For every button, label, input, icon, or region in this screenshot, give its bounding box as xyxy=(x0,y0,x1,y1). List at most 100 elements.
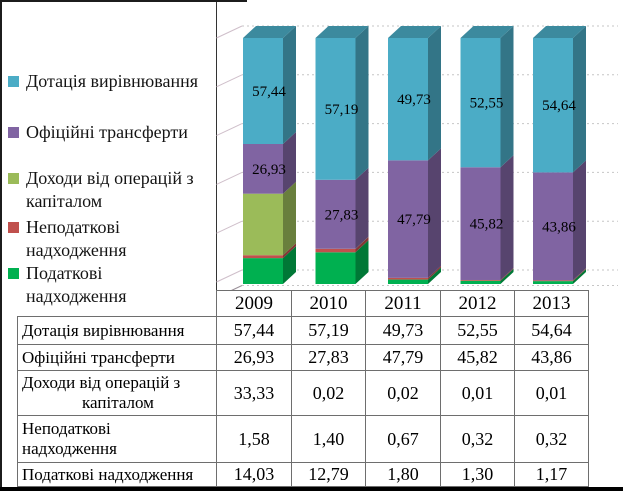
bar-segment-side xyxy=(500,268,514,281)
table-cell: 52,55 xyxy=(440,316,515,345)
legend-item-label: Податкові надходження xyxy=(26,263,127,306)
table-year-header: 2011 xyxy=(365,290,441,317)
bar-segment-side xyxy=(573,160,586,281)
table-row: Неподаткові надходження 1,58 1,40 0,67 0,32 0,… xyxy=(17,415,589,463)
table-row: Податкові надходження 14,03 12,79 1,80 1,30 1… xyxy=(17,462,589,487)
bar-value-label: 57,19 xyxy=(325,102,359,118)
bar-segment-side xyxy=(428,148,441,278)
bar-segment-side xyxy=(355,236,369,253)
bar-segment-side xyxy=(500,268,514,284)
table-row: Офіційні трансферти 26,93 27,83 47,79 45,82 4… xyxy=(17,344,589,371)
bar-segment-side xyxy=(355,236,369,249)
table-cell: 57,19 xyxy=(291,316,366,345)
table-row-label-line: Податкові надходження xyxy=(22,464,194,484)
bar-segment-side xyxy=(428,265,441,278)
side-wall-gridline xyxy=(216,123,243,137)
chart-legend: Дотація вирівнювання Офіційні трансферти Д… xyxy=(8,70,214,308)
legend-item: Доходи від операцій з капіталом xyxy=(8,167,214,213)
table-row-label: Офіційні трансферти xyxy=(17,344,217,371)
bar-top-face xyxy=(388,26,441,38)
table-year-header: 2010 xyxy=(291,290,366,317)
bar-segment xyxy=(533,280,573,282)
table-cell: 57,44 xyxy=(216,316,292,345)
bar-value-label: 26,93 xyxy=(252,162,286,178)
table-cell: 0,01 xyxy=(514,370,589,416)
side-wall-gridline xyxy=(216,220,243,234)
bar-segment xyxy=(315,179,356,249)
bar-segment-side xyxy=(283,131,296,194)
bar-segment-side xyxy=(283,181,296,256)
bar-segment-side xyxy=(573,26,586,173)
table-cell: 43,86 xyxy=(514,344,589,371)
table-cell: 12,79 xyxy=(291,462,366,487)
bar-segment-side xyxy=(355,167,369,249)
bar-segment-side xyxy=(428,265,441,280)
bar-top-face xyxy=(533,26,586,38)
table-row-label-line: надходження xyxy=(22,439,117,458)
legend-swatch-icon xyxy=(8,76,19,87)
side-wall-gridline xyxy=(216,74,243,88)
table-cell: 1,80 xyxy=(365,462,441,487)
bar-segment xyxy=(460,280,501,284)
legend-swatch-icon xyxy=(8,127,19,138)
bar-segment xyxy=(460,38,501,168)
bar-segment-side xyxy=(500,267,514,281)
plot-area: 26,93 57,44 27,83 57,19 47,79 49,73 45,82 52,55… xyxy=(216,2,618,298)
table-header-row: 2009 2010 2011 2012 2013 xyxy=(18,290,589,317)
bar-value-label: 27,83 xyxy=(325,207,359,223)
table-row-label-line: Офіційні трансферти xyxy=(22,347,175,367)
bar-segment xyxy=(533,38,573,173)
table-cell: 45,82 xyxy=(440,344,515,371)
table-row-label-line: капіталом xyxy=(82,393,154,412)
frame-left-border xyxy=(0,0,2,488)
bar-segment xyxy=(388,279,428,284)
table-cell: 27,83 xyxy=(291,344,366,371)
bar-segment xyxy=(315,248,356,253)
legend-item: Офіційні трансферти xyxy=(8,121,214,144)
table-row-label-line: Доходи від операцій з xyxy=(22,373,181,392)
legend-swatch-icon xyxy=(8,222,19,233)
bar-segment-side xyxy=(573,269,586,284)
table-cell: 54,64 xyxy=(514,316,589,345)
bar-value-label: 57,44 xyxy=(252,84,286,100)
table-cell: 0,32 xyxy=(514,415,589,463)
table-row-label: Доходи від операцій з капіталом xyxy=(17,370,217,416)
bar-segment xyxy=(460,280,501,281)
table-row-label: Податкові надходження xyxy=(17,462,217,487)
bar-value-label: 54,64 xyxy=(542,98,576,114)
bar-segment xyxy=(243,258,283,284)
bar-value-label: 52,55 xyxy=(470,96,504,112)
bar-segment xyxy=(243,143,283,194)
table-cell: 33,33 xyxy=(216,370,292,416)
bar-segment-side xyxy=(283,243,296,259)
bar-value-label: 43,86 xyxy=(542,219,576,235)
table-year-header: 2013 xyxy=(514,290,589,317)
bar-segment-side xyxy=(500,26,514,168)
table-cell: 0,02 xyxy=(365,370,441,416)
bar-segment-side xyxy=(355,240,369,284)
table-row-label-line: Неподаткові xyxy=(22,419,111,438)
bar-segment xyxy=(243,255,283,259)
bar-segment xyxy=(315,252,356,284)
legend-item-label: Дотація вирівнювання xyxy=(26,71,199,91)
bar-segment xyxy=(315,38,356,180)
table-row-label: Дотація вирівнювання xyxy=(17,316,217,345)
table-cell: 1,40 xyxy=(291,415,366,463)
table-cell: 14,03 xyxy=(216,462,292,487)
bar-segment-side xyxy=(428,26,441,161)
bar-segment-side xyxy=(283,246,296,284)
table-year-header: 2012 xyxy=(440,290,515,317)
bar-segment-side xyxy=(573,268,586,281)
side-wall-gridline xyxy=(216,269,243,283)
bar-segment xyxy=(243,193,283,256)
legend-item: Дотація вирівнювання xyxy=(8,70,214,93)
table-row-label-line: Дотація вирівнювання xyxy=(22,320,185,340)
legend-item: Неподаткові надходження xyxy=(8,216,214,262)
table-row: Дотація вирівнювання 57,44 57,19 49,73 52,55… xyxy=(17,316,589,345)
bar-segment xyxy=(460,167,501,280)
table-cell: 0,01 xyxy=(440,370,515,416)
legend-item-label: Неподаткові надходження xyxy=(26,217,127,260)
bar-value-label: 47,79 xyxy=(397,212,431,228)
bar-value-label: 49,73 xyxy=(397,92,431,108)
